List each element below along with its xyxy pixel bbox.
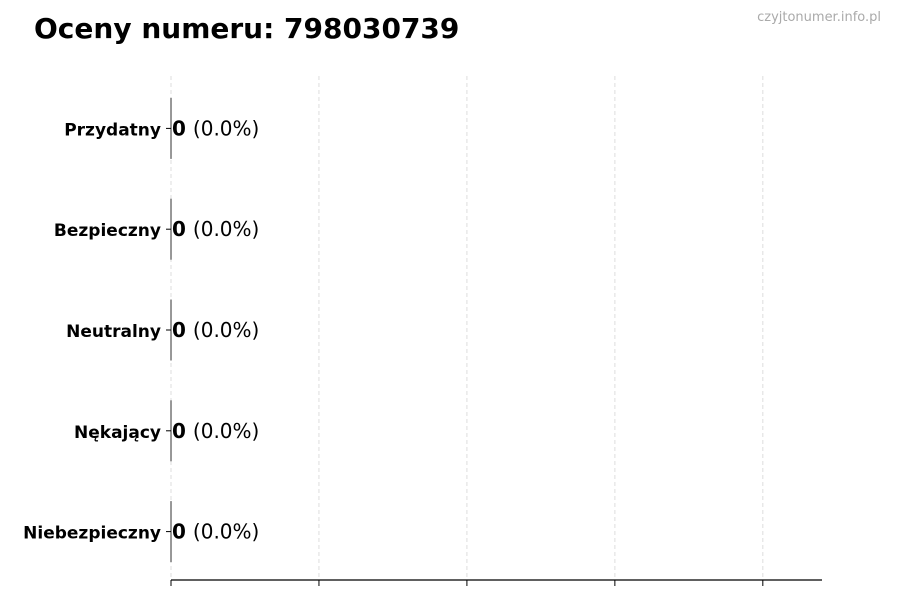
data-label: 0 (0.0%) [172, 217, 259, 241]
data-label-count: 0 [172, 419, 186, 443]
data-label-count: 0 [172, 116, 186, 140]
data-label-count: 0 [172, 318, 186, 342]
data-label: 0 (0.0%) [172, 520, 259, 544]
category-label: Niebezpieczny [23, 524, 161, 544]
data-label: 0 (0.0%) [172, 419, 259, 443]
data-label-percent: (0.0%) [193, 318, 259, 342]
data-label-percent: (0.0%) [193, 520, 259, 544]
category-label: Bezpieczny [54, 221, 161, 241]
data-label: 0 (0.0%) [172, 318, 259, 342]
data-label-percent: (0.0%) [193, 116, 259, 140]
category-label: Nękający [74, 423, 161, 443]
data-label-count: 0 [172, 217, 186, 241]
category-label: Neutralny [66, 322, 161, 342]
category-label: Przydatny [64, 120, 161, 140]
chart-title: Oceny numeru: 798030739 [34, 12, 460, 45]
data-label-percent: (0.0%) [193, 419, 259, 443]
watermark: czyjtonumer.info.pl [757, 10, 881, 25]
data-label-percent: (0.0%) [193, 217, 259, 241]
data-label-count: 0 [172, 520, 186, 544]
data-label: 0 (0.0%) [172, 116, 259, 140]
